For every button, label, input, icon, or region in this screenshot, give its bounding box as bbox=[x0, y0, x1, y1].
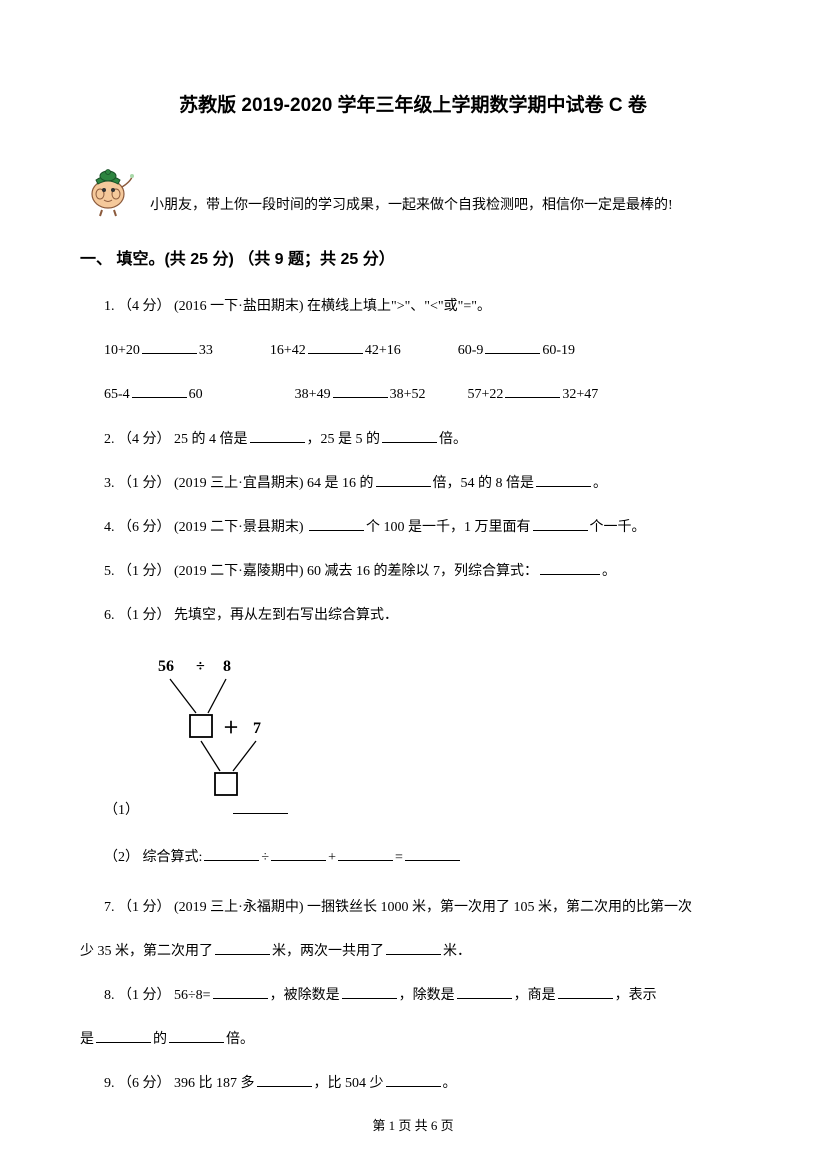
intro-text: 小朋友，带上你一段时间的学习成果，一起来做个自我检测吧，相信你一定是最棒的! bbox=[150, 194, 673, 217]
question-1-row-1: 10+20 33 16+42 42+16 60-9 60-19 bbox=[80, 335, 746, 367]
q7-a: 7. （1 分） (2019 三上·永福期中) 一捆铁丝长 1000 米，第一次… bbox=[104, 900, 692, 915]
q1-r2-d: 38+52 bbox=[390, 387, 426, 402]
blank bbox=[309, 515, 364, 531]
q1-r2-e: 57+22 bbox=[467, 387, 503, 402]
q4-b: 个 100 是一千，1 万里面有 bbox=[366, 520, 531, 535]
q9-b: ，比 504 少 bbox=[314, 1076, 384, 1091]
question-6-diagram: 56 ÷ 8 ＋ 7 bbox=[80, 653, 746, 813]
blank bbox=[308, 338, 363, 354]
q8-f: 是 bbox=[80, 1032, 94, 1047]
question-4: 4. （6 分） (2019 二下·景县期末) 个 100 是一千，1 万里面有… bbox=[80, 512, 746, 544]
q9-c: 。 bbox=[443, 1076, 457, 1091]
blank bbox=[386, 939, 441, 955]
blank bbox=[485, 338, 540, 354]
question-7: 7. （1 分） (2019 三上·永福期中) 一捆铁丝长 1000 米，第一次… bbox=[80, 892, 746, 924]
q1-r1-b: 33 bbox=[199, 343, 213, 358]
q6-sub2-op3: = bbox=[395, 850, 403, 865]
section-1-header: 一、 填空。(共 25 分) （共 9 题；共 25 分） bbox=[80, 245, 746, 269]
question-3: 3. （1 分） (2019 三上·宜昌期末) 64 是 16 的 倍，54 的 … bbox=[80, 468, 746, 500]
blank bbox=[338, 845, 393, 861]
blank bbox=[382, 427, 437, 443]
svg-text:÷: ÷ bbox=[196, 658, 205, 675]
blank bbox=[257, 1071, 312, 1087]
blank bbox=[213, 983, 268, 999]
blank bbox=[457, 983, 512, 999]
question-5: 5. （1 分） (2019 二下·嘉陵期中) 60 减去 16 的差除以 7，… bbox=[80, 556, 746, 588]
question-9: 9. （6 分） 396 比 187 多 ，比 504 少 。 bbox=[80, 1068, 746, 1100]
q5-b: 。 bbox=[602, 564, 616, 579]
question-6-sub-2: （2） 综合算式: ÷ + = bbox=[80, 844, 746, 872]
q1-r2-f: 32+47 bbox=[562, 387, 598, 402]
blank bbox=[536, 471, 591, 487]
q3-a: 3. （1 分） (2019 三上·宜昌期末) 64 是 16 的 bbox=[104, 476, 374, 491]
q2-a: 2. （4 分） 25 的 4 倍是 bbox=[104, 432, 248, 447]
q1-r1-c: 16+42 bbox=[270, 343, 306, 358]
blank bbox=[540, 559, 600, 575]
q8-b: ，被除数是 bbox=[270, 988, 340, 1003]
q7-c: 米，两次一共用了 bbox=[272, 944, 384, 959]
page-title: 苏教版 2019-2020 学年三年级上学期数学期中试卷 C 卷 bbox=[80, 90, 746, 117]
q1-r1-d: 42+16 bbox=[365, 343, 401, 358]
q1-r2-c: 38+49 bbox=[295, 387, 331, 402]
svg-text:8: 8 bbox=[223, 658, 231, 675]
blank bbox=[96, 1027, 151, 1043]
svg-text:56: 56 bbox=[158, 658, 174, 675]
blank bbox=[204, 845, 259, 861]
blank bbox=[533, 515, 588, 531]
svg-text:＋: ＋ bbox=[223, 720, 239, 737]
blank bbox=[386, 1071, 441, 1087]
q2-c: 倍。 bbox=[439, 432, 467, 447]
blank bbox=[376, 471, 431, 487]
blank bbox=[233, 798, 288, 814]
mascot-icon bbox=[80, 162, 140, 217]
q1-r1-f: 60-19 bbox=[542, 343, 575, 358]
question-8-line-2: 是 的 倍。 bbox=[80, 1024, 746, 1056]
q3-b: 倍，54 的 8 倍是 bbox=[433, 476, 535, 491]
blank bbox=[215, 939, 270, 955]
question-1: 1. （4 分） (2016 一下·盐田期末) 在横线上填上">"、"<"或"=… bbox=[80, 291, 746, 323]
q8-g: 的 bbox=[153, 1032, 167, 1047]
q4-c: 个一千。 bbox=[590, 520, 646, 535]
q8-h: 倍。 bbox=[226, 1032, 254, 1047]
q8-a: 8. （1 分） 56÷8= bbox=[104, 988, 211, 1003]
q1-r2-a: 65-4 bbox=[104, 387, 130, 402]
q8-c: ，除数是 bbox=[399, 988, 455, 1003]
q6-sub2-label: （2） 综合算式: bbox=[104, 850, 202, 865]
q7-d: 米． bbox=[443, 944, 471, 959]
q8-e: ，表示 bbox=[615, 988, 657, 1003]
q1-r1-e: 60-9 bbox=[458, 343, 484, 358]
blank bbox=[142, 338, 197, 354]
q3-c: 。 bbox=[593, 476, 607, 491]
question-8: 8. （1 分） 56÷8= ，被除数是 ，除数是 ，商是 ，表示 bbox=[80, 980, 746, 1012]
blank bbox=[333, 382, 388, 398]
q2-b: ，25 是 5 的 bbox=[307, 432, 381, 447]
question-1-row-2: 65-4 60 38+49 38+52 57+22 32+47 bbox=[80, 379, 746, 411]
question-7-line-2: 少 35 米，第二次用了 米，两次一共用了 米． bbox=[80, 936, 746, 968]
blank bbox=[505, 382, 560, 398]
q7-b: 少 35 米，第二次用了 bbox=[80, 944, 213, 959]
question-2: 2. （4 分） 25 的 4 倍是 ，25 是 5 的 倍。 bbox=[80, 424, 746, 456]
q4-a: 4. （6 分） (2019 二下·景县期末) bbox=[104, 520, 307, 535]
blank bbox=[342, 983, 397, 999]
q5-a: 5. （1 分） (2019 二下·嘉陵期中) 60 减去 16 的差除以 7，… bbox=[104, 564, 538, 579]
intro-row: 小朋友，带上你一段时间的学习成果，一起来做个自我检测吧，相信你一定是最棒的! bbox=[80, 162, 746, 217]
q6-sub2-op2: + bbox=[328, 850, 336, 865]
question-6-sub-1: （1） bbox=[80, 798, 746, 819]
q1-r1-a: 10+20 bbox=[104, 343, 140, 358]
svg-text:7: 7 bbox=[253, 720, 261, 737]
blank bbox=[132, 382, 187, 398]
blank bbox=[558, 983, 613, 999]
page-footer: 第 1 页 共 6 页 bbox=[0, 1115, 826, 1134]
blank bbox=[169, 1027, 224, 1043]
question-6: 6. （1 分） 先填空，再从左到右写出综合算式． bbox=[80, 600, 746, 632]
q6-sub1-label: （1） bbox=[104, 803, 139, 818]
q8-d: ，商是 bbox=[514, 988, 556, 1003]
q9-a: 9. （6 分） 396 比 187 多 bbox=[104, 1076, 255, 1091]
blank bbox=[405, 845, 460, 861]
blank bbox=[271, 845, 326, 861]
q1-r2-b: 60 bbox=[189, 387, 203, 402]
blank bbox=[250, 427, 305, 443]
q6-sub2-op1: ÷ bbox=[261, 850, 269, 865]
